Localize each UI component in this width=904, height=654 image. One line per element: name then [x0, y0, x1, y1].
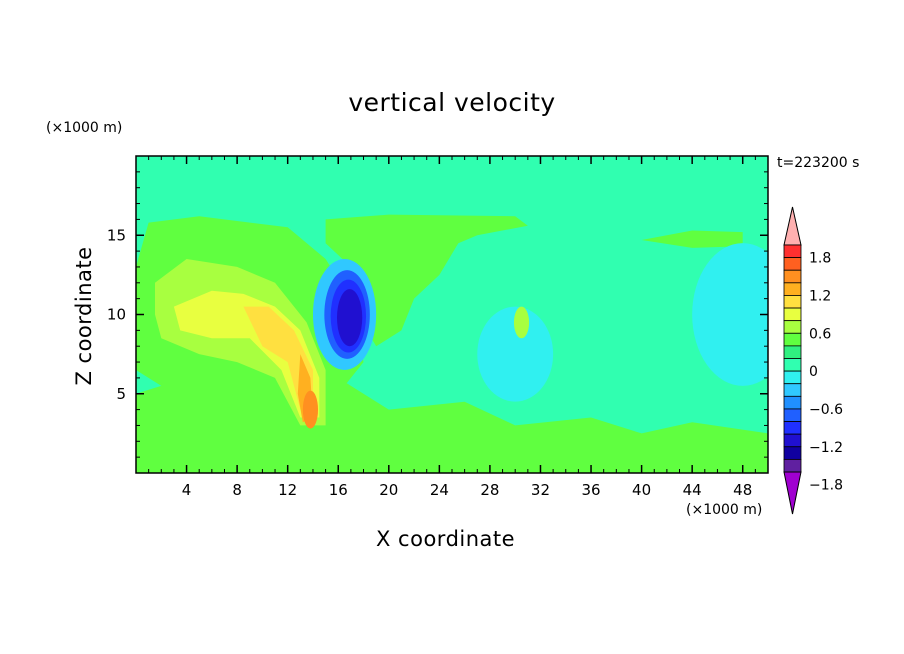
contour-neg0p3-mid	[477, 306, 554, 402]
field-layer	[136, 214, 768, 473]
colorbar-swatch	[783, 269, 802, 284]
colorbar-swatch	[783, 295, 802, 309]
contour-0p3-east	[641, 230, 743, 248]
colorbar-swatch	[783, 307, 802, 322]
contour-0p6	[513, 306, 530, 339]
colorbar-label: 1.8	[809, 251, 831, 267]
x-tick-label: 24	[430, 481, 449, 499]
x-tick-label: 48	[733, 481, 752, 499]
x-tick-label: 12	[278, 481, 297, 499]
x-axis-units: (×1000 m)	[686, 502, 763, 518]
y-tick-label: 5	[116, 385, 126, 403]
contour-neg1p5	[336, 289, 363, 347]
contour-neg0p3-east	[692, 243, 768, 386]
x-axis-label: X coordinate	[376, 527, 516, 551]
y-axis-units: (×1000 m)	[46, 120, 123, 136]
contour-1p5	[302, 390, 319, 429]
colorbar-label: −1.8	[809, 478, 843, 494]
x-tick-label: 44	[683, 481, 702, 499]
colorbar-swatch	[783, 358, 802, 372]
colorbar-arrow-top	[783, 206, 802, 246]
colorbar-swatch	[783, 433, 802, 448]
colorbar-arrow-bottom	[783, 471, 802, 515]
colorbar-swatch	[783, 383, 802, 397]
y-axis-label: Z coordinate	[72, 246, 96, 386]
colorbar-label: −0.6	[809, 402, 843, 418]
x-tick-label: 40	[632, 481, 651, 499]
x-tick-label: 4	[182, 481, 192, 499]
colorbar-swatch	[783, 345, 802, 359]
colorbar-swatch	[783, 332, 802, 347]
x-tick-label: 8	[232, 481, 242, 499]
colorbar-swatch	[783, 446, 802, 460]
x-tick-label: 28	[480, 481, 499, 499]
colorbar-label: −1.2	[809, 440, 843, 456]
x-tick-label: 20	[379, 481, 398, 499]
colorbar-swatch	[783, 257, 802, 271]
time-stamp: t=223200 s	[777, 155, 860, 171]
colorbar-swatch	[783, 421, 802, 435]
colorbar-swatch	[783, 244, 802, 259]
colorbar-swatch	[783, 282, 802, 296]
colorbar-swatch	[783, 370, 802, 385]
colorbar-label: 1.2	[809, 288, 831, 304]
colorbar-swatch	[783, 408, 802, 422]
x-tick-label: 32	[531, 481, 550, 499]
colorbar-swatch	[783, 320, 802, 334]
y-tick-label: 10	[107, 306, 126, 324]
colorbar-swatch	[783, 395, 802, 410]
colorbar-swatch	[783, 458, 802, 473]
colorbar-label: 0.6	[809, 326, 831, 342]
chart-title: vertical velocity	[348, 88, 556, 117]
x-tick-label: 16	[329, 481, 348, 499]
y-tick-label: 15	[107, 226, 126, 244]
contour-1	[243, 306, 313, 410]
colorbar-label: 0	[809, 364, 818, 380]
x-tick-label: 36	[581, 481, 600, 499]
